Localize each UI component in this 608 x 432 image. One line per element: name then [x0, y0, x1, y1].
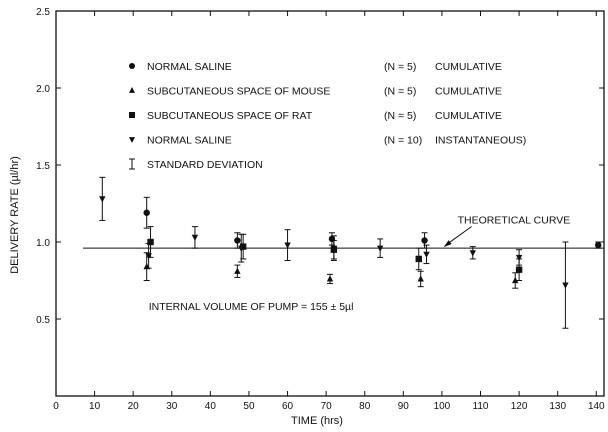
x-tick-label: 20	[128, 401, 140, 412]
legend-kind: CUMULATIVE	[435, 110, 502, 122]
x-axis-ticks: 0 10 20 30 40 50 60 70 80 90 100 110 120 130 140	[53, 11, 605, 412]
plot-frame	[55, 10, 605, 397]
x-tick-label: 110	[473, 401, 489, 412]
x-tick-label: 80	[359, 401, 371, 412]
x-tick-label: 120	[511, 401, 528, 412]
x-tick-label: 100	[434, 401, 451, 412]
marker-errorbar	[129, 158, 135, 170]
marker-circle	[143, 209, 150, 216]
marker-triangle-down	[191, 234, 199, 242]
data-markers	[99, 196, 602, 289]
legend-label: SUBCUTANEOUS SPACE OF MOUSE	[147, 86, 330, 98]
x-tick-label: 130	[549, 401, 566, 412]
y-tick-label: 2.5	[36, 7, 50, 18]
marker-triangle-down	[423, 251, 430, 258]
marker-circle	[421, 237, 428, 244]
annotation-arrowhead	[443, 240, 452, 248]
x-tick-label: 90	[398, 401, 410, 412]
x-tick-label: 50	[243, 401, 255, 412]
marker-circle	[328, 235, 336, 243]
legend: NORMAL SALINE (N = 5) CUMULATIVE SUBCUTANEO…	[129, 61, 526, 171]
marker-circle	[234, 237, 241, 244]
legend-n: (N = 10)	[384, 135, 422, 147]
legend-kind: CUMULATIVE	[435, 61, 502, 73]
legend-n: (N = 5)	[384, 86, 416, 98]
x-tick-label: 140	[588, 401, 605, 412]
legend-label: SUBCUTANEOUS SPACE OF RAT	[147, 110, 313, 122]
marker-triangle-down	[145, 253, 152, 260]
marker-triangle-down	[376, 245, 384, 252]
x-tick-label: 30	[166, 401, 178, 412]
y-axis-label: DELIVERY RATE (µl/hr)	[9, 156, 21, 274]
marker-circle	[129, 63, 135, 69]
marker-triangle-up	[129, 87, 135, 93]
legend-label: NORMAL SALINE	[147, 135, 232, 147]
annotation-internal-volume: INTERNAL VOLUME OF PUMP = 155 ± 5µl	[149, 301, 354, 313]
marker-circle	[595, 241, 602, 249]
marker-triangle-up	[417, 275, 424, 282]
marker-square	[147, 238, 154, 246]
y-axis-ticks: 0.5 1.0 1.5 2.0 2.5	[36, 7, 604, 326]
annotations: THEORETICAL CURVE INTERNAL VOLUME OF PUMP…	[149, 215, 570, 313]
legend-n: (N = 5)	[384, 61, 416, 73]
marker-triangle-down	[469, 250, 476, 257]
marker-triangle-down	[515, 254, 523, 262]
legend-kind: CUMULATIVE	[435, 86, 502, 98]
legend-n: (N = 5)	[384, 110, 416, 122]
marker-triangle-up	[234, 267, 241, 274]
annotation-theoretical-curve: THEORETICAL CURVE	[458, 215, 571, 227]
y-tick-label: 1.5	[36, 161, 50, 172]
x-tick-label: 10	[89, 401, 101, 412]
x-tick-label: 0	[53, 401, 59, 412]
legend-kind: INSTANTANEOUS)	[435, 135, 526, 147]
legend-label: NORMAL SALINE	[147, 61, 232, 73]
y-tick-label: 1.0	[36, 238, 50, 249]
legend-label: STANDARD DEVIATION	[147, 159, 263, 171]
marker-triangle-down	[284, 242, 291, 249]
x-tick-label: 40	[205, 401, 217, 412]
marker-triangle-down	[238, 245, 245, 252]
marker-triangle-down	[562, 282, 569, 289]
y-tick-label: 2.0	[36, 84, 50, 95]
marker-triangle-up	[326, 275, 334, 282]
marker-square	[515, 266, 523, 273]
y-tick-label: 0.5	[36, 315, 50, 326]
marker-square	[129, 112, 135, 118]
marker-triangle-down	[99, 196, 106, 203]
marker-square	[415, 255, 422, 263]
marker-triangle-down	[330, 245, 338, 252]
x-tick-label: 60	[282, 401, 294, 412]
marker-triangle-up	[512, 276, 519, 284]
x-axis-label: TIME (hrs)	[291, 415, 343, 427]
marker-triangle-up	[143, 262, 150, 270]
marker-triangle-down	[129, 137, 135, 143]
x-tick-label: 70	[321, 401, 333, 412]
